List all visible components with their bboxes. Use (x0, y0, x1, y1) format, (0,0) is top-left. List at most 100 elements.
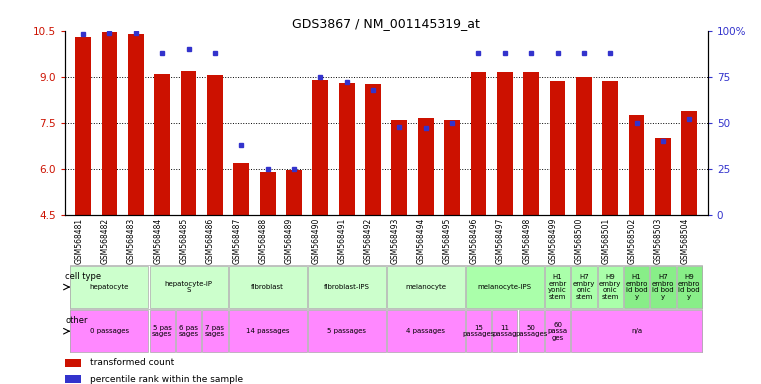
Title: GDS3867 / NM_001145319_at: GDS3867 / NM_001145319_at (292, 17, 480, 30)
Bar (260, 172, 275, 215)
Bar (524, 72, 539, 215)
Text: 4 passages: 4 passages (406, 328, 445, 334)
Bar (101, 32, 117, 215)
Bar (207, 75, 223, 215)
Bar (71, 310, 148, 353)
Text: 50
passages: 50 passages (515, 325, 547, 338)
Bar (602, 81, 618, 215)
Text: n/a: n/a (631, 328, 642, 334)
Text: 15
passages: 15 passages (462, 325, 495, 338)
Text: GSM568483: GSM568483 (127, 217, 136, 264)
Bar (307, 310, 386, 353)
Text: H9
embro
id bod
y: H9 embro id bod y (678, 274, 700, 300)
Text: percentile rank within the sample: percentile rank within the sample (91, 374, 244, 384)
Text: 0 passages: 0 passages (90, 328, 129, 334)
Text: GSM568503: GSM568503 (654, 217, 663, 264)
Text: other: other (65, 316, 88, 325)
Text: H9
embry
onic
stem: H9 embry onic stem (599, 274, 622, 300)
Bar (180, 71, 196, 215)
Text: H1
embro
id bod
y: H1 embro id bod y (626, 274, 648, 300)
Bar (176, 310, 201, 353)
Bar (651, 266, 676, 308)
Bar (576, 77, 592, 215)
Bar (492, 310, 517, 353)
Text: GSM568497: GSM568497 (496, 217, 505, 264)
Bar (150, 310, 175, 353)
Text: GSM568499: GSM568499 (549, 217, 558, 264)
Bar (466, 310, 491, 353)
Bar (470, 72, 486, 215)
Bar (572, 266, 597, 308)
Text: GSM568488: GSM568488 (259, 217, 268, 264)
Bar (677, 266, 702, 308)
Text: cell type: cell type (65, 271, 101, 281)
Bar (202, 310, 228, 353)
Bar (71, 266, 148, 308)
Text: H7
embro
id bod
y: H7 embro id bod y (651, 274, 674, 300)
Text: GSM568492: GSM568492 (364, 217, 373, 264)
Bar (466, 266, 544, 308)
Bar (624, 266, 649, 308)
Bar (545, 310, 570, 353)
Text: H1
embr
yonic
stem: H1 embr yonic stem (548, 274, 567, 300)
Text: melanocyte-IPS: melanocyte-IPS (478, 284, 532, 290)
Bar (387, 310, 465, 353)
Text: GSM568500: GSM568500 (575, 217, 584, 264)
Text: melanocyte: melanocyte (406, 284, 446, 290)
Text: GSM568504: GSM568504 (680, 217, 689, 264)
Bar (65, 375, 81, 383)
Bar (307, 266, 386, 308)
Text: GSM568491: GSM568491 (338, 217, 347, 264)
Bar (286, 170, 302, 215)
Bar (228, 266, 307, 308)
Text: GSM568485: GSM568485 (180, 217, 189, 264)
Text: 5 passages: 5 passages (327, 328, 366, 334)
Bar (497, 72, 513, 215)
Text: GSM568486: GSM568486 (206, 217, 215, 264)
Text: 7 pas
sages: 7 pas sages (205, 325, 225, 338)
Bar (154, 74, 170, 215)
Text: GSM568493: GSM568493 (390, 217, 400, 264)
Bar (387, 266, 465, 308)
Text: GSM568495: GSM568495 (443, 217, 452, 264)
Bar (629, 115, 645, 215)
Bar (444, 120, 460, 215)
Bar (128, 34, 144, 215)
Text: GSM568484: GSM568484 (153, 217, 162, 264)
Bar (150, 266, 228, 308)
Bar (518, 310, 544, 353)
Text: 60
passa
ges: 60 passa ges (547, 322, 568, 341)
Text: fibroblast-IPS: fibroblast-IPS (323, 284, 370, 290)
Bar (549, 81, 565, 215)
Text: 11
passag: 11 passag (492, 325, 517, 338)
Text: GSM568487: GSM568487 (232, 217, 241, 264)
Text: hepatocyte-iP
S: hepatocyte-iP S (164, 281, 212, 293)
Text: GSM568490: GSM568490 (311, 217, 320, 264)
Bar (313, 80, 328, 215)
Bar (234, 163, 249, 215)
Text: 5 pas
sages: 5 pas sages (152, 325, 172, 338)
Text: 6 pas
sages: 6 pas sages (179, 325, 199, 338)
Text: GSM568496: GSM568496 (470, 217, 479, 264)
Bar (655, 138, 671, 215)
Text: transformed count: transformed count (91, 358, 175, 367)
Text: GSM568498: GSM568498 (522, 217, 531, 264)
Bar (391, 120, 407, 215)
Bar (545, 266, 570, 308)
Text: GSM568501: GSM568501 (601, 217, 610, 264)
Text: GSM568482: GSM568482 (100, 217, 110, 264)
Bar (365, 84, 381, 215)
Bar (65, 359, 81, 367)
Bar (572, 310, 702, 353)
Text: hepatocyte: hepatocyte (90, 284, 129, 290)
Bar (75, 37, 91, 215)
Text: 14 passages: 14 passages (246, 328, 289, 334)
Bar (418, 118, 434, 215)
Text: GSM568489: GSM568489 (285, 217, 294, 264)
Bar (681, 111, 697, 215)
Text: GSM568481: GSM568481 (74, 217, 83, 264)
Bar (597, 266, 622, 308)
Bar (228, 310, 307, 353)
Text: GSM568502: GSM568502 (628, 217, 636, 264)
Text: fibroblast: fibroblast (251, 284, 284, 290)
